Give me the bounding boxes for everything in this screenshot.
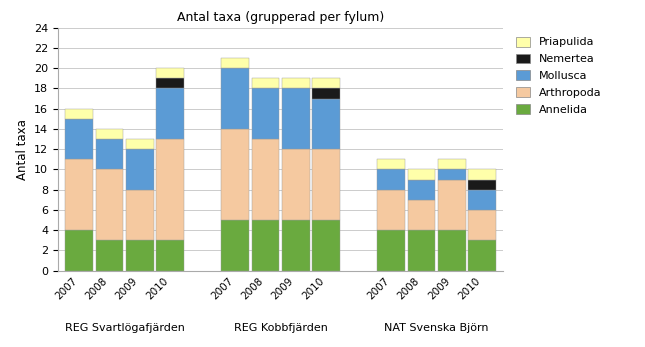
Bar [156,139,184,240]
Bar [221,58,249,68]
Bar [438,159,466,169]
Bar [468,180,496,190]
Bar [65,119,93,159]
Bar [408,169,435,180]
Bar [252,139,279,220]
Bar [377,190,405,230]
Bar [377,159,405,169]
Bar [312,149,340,220]
Bar [468,240,496,271]
Bar [282,220,310,271]
Bar [438,180,466,230]
Text: REG Kobbfjärden: REG Kobbfjärden [233,323,328,333]
Bar [438,169,466,180]
Bar [282,149,310,220]
Bar [408,230,435,271]
Bar [221,68,249,129]
Bar [252,220,279,271]
Bar [377,169,405,190]
Bar [126,139,154,149]
Bar [377,230,405,271]
Bar [282,88,310,149]
Bar [156,88,184,139]
Bar [65,109,93,119]
Bar [95,129,123,139]
Bar [156,68,184,78]
Bar [156,78,184,88]
Bar [65,159,93,230]
Bar [221,220,249,271]
Bar [408,180,435,200]
Bar [95,139,123,169]
Bar [282,78,310,88]
Legend: Priapulida, Nemertea, Mollusca, Arthropoda, Annelida: Priapulida, Nemertea, Mollusca, Arthropo… [513,33,604,118]
Bar [408,200,435,230]
Title: Antal taxa (grupperad per fylum): Antal taxa (grupperad per fylum) [177,11,384,24]
Bar [312,220,340,271]
Bar [468,169,496,180]
Bar [65,230,93,271]
Bar [221,129,249,220]
Text: NAT Svenska Björn: NAT Svenska Björn [384,323,489,333]
Bar [126,240,154,271]
Bar [312,88,340,99]
Bar [438,230,466,271]
Bar [252,88,279,139]
Bar [252,78,279,88]
Bar [126,149,154,190]
Bar [312,78,340,88]
Bar [126,190,154,240]
Bar [468,210,496,240]
Bar [312,99,340,149]
Bar [95,169,123,240]
Y-axis label: Antal taxa: Antal taxa [15,119,28,180]
Text: REG Svartlögafjärden: REG Svartlögafjärden [64,323,184,333]
Bar [156,240,184,271]
Bar [95,240,123,271]
Bar [468,190,496,210]
